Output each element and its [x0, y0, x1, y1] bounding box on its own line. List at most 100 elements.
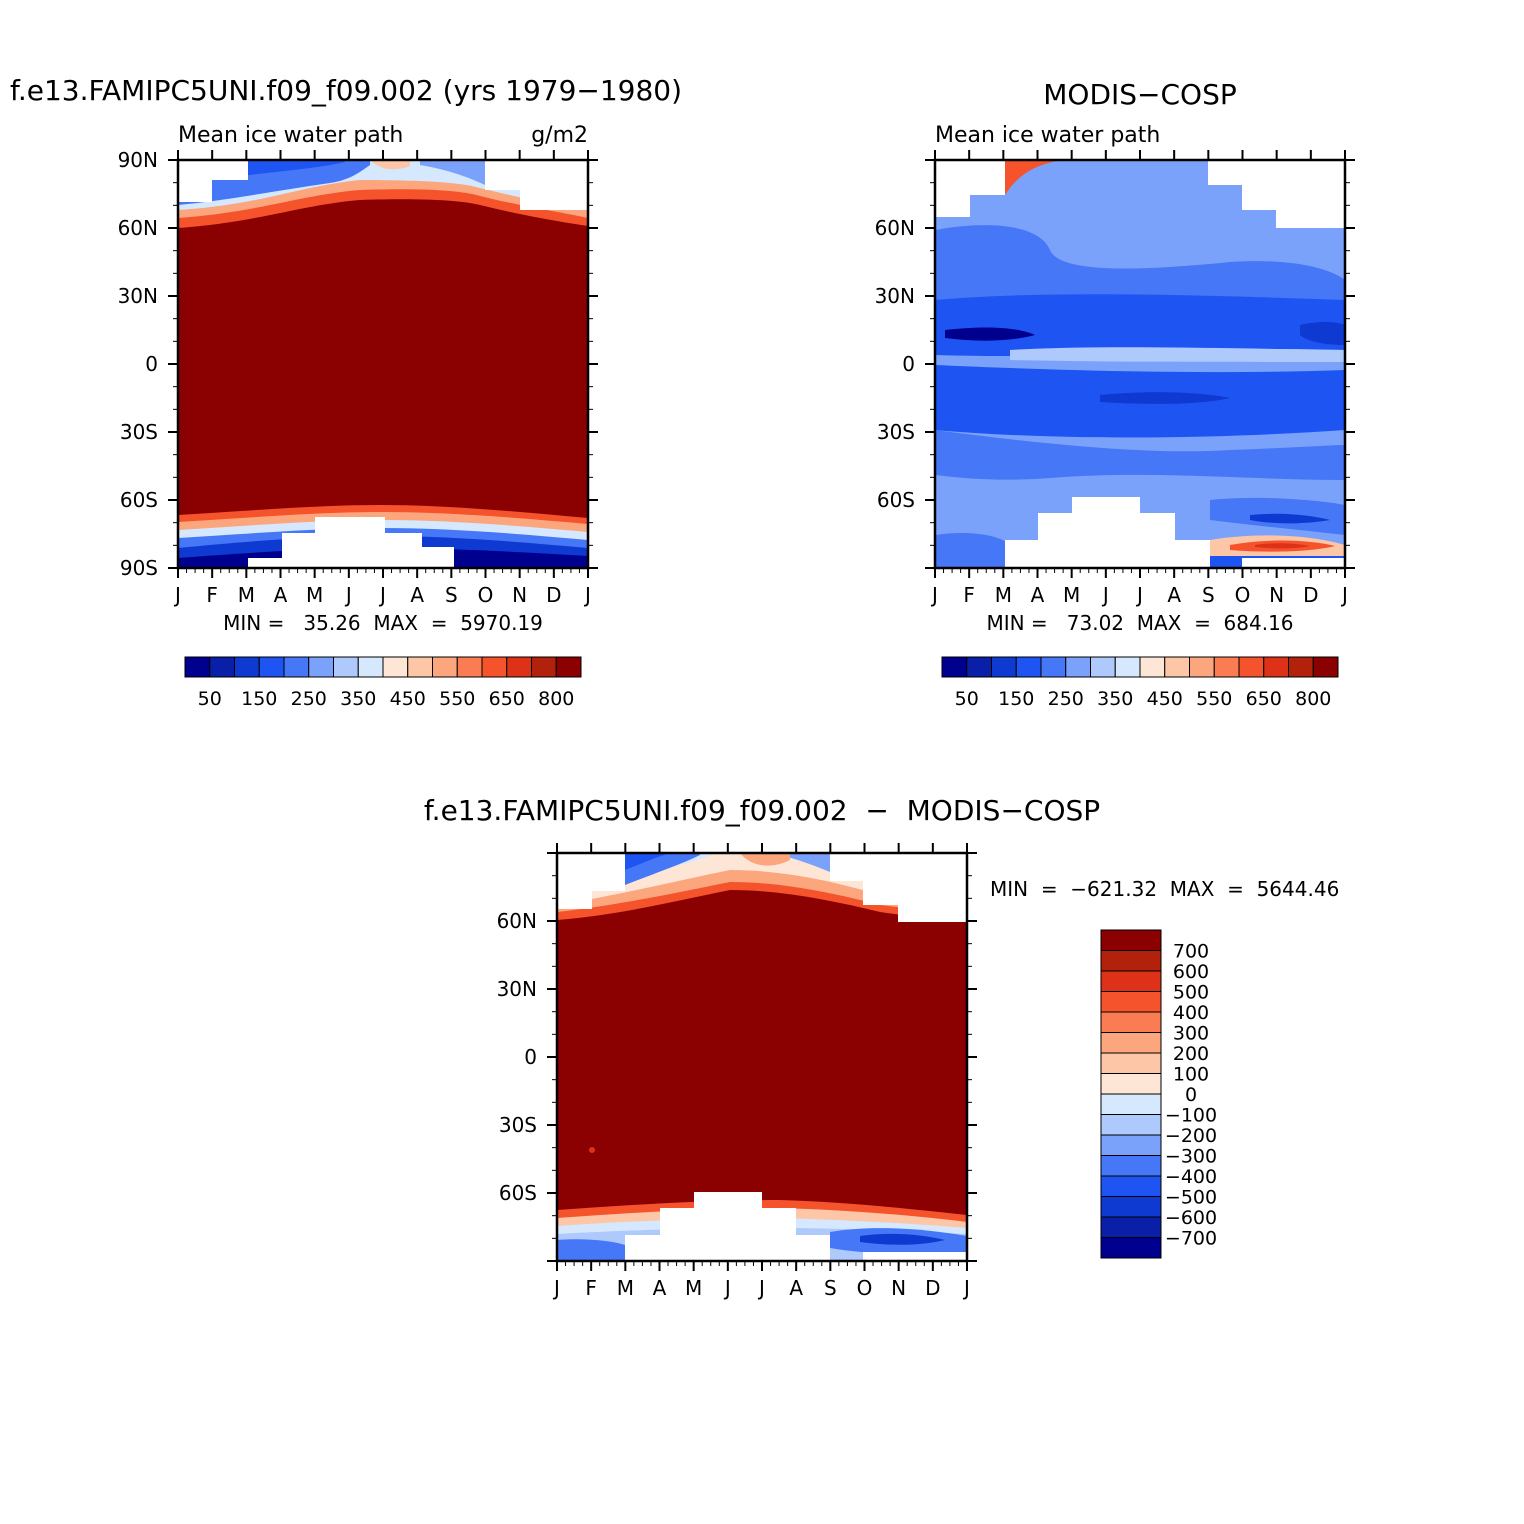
model-colorbar-box	[308, 656, 334, 678]
obs-colorbar: 50 150 250 350 450 550 650 800	[941, 656, 1339, 710]
diff-title: f.e13.FAMIPC5UNI.f09_f09.002 − MODIS−COS…	[424, 794, 1100, 827]
obs-colorbar-box	[1015, 656, 1042, 678]
model-colorbar-box	[531, 656, 557, 678]
diff-y-tick-label: 30S	[499, 1113, 537, 1137]
diff-colorbar-label: 400	[1173, 1002, 1209, 1024]
obs-colorbar-box	[1288, 656, 1314, 678]
obs-colorbar-box	[1213, 656, 1240, 678]
diff-x-tick-label: M	[685, 1276, 702, 1300]
model-x-tick-label: A	[410, 583, 424, 607]
model-colorbar-box	[382, 656, 409, 678]
obs-y-tick-label: 60N	[875, 216, 915, 240]
diff-colorbar-label: 100	[1173, 1064, 1209, 1086]
diff-colorbar-label: −700	[1165, 1228, 1217, 1250]
obs-colorbar-label: 550	[1196, 688, 1232, 710]
diff-y-tick-label: 60S	[499, 1181, 537, 1205]
diff-colorbar-label: −400	[1165, 1166, 1217, 1188]
diff-colorbar-box	[1100, 1073, 1162, 1095]
model-y-tick-label: 60S	[120, 488, 158, 512]
diff-colorbar-label: −600	[1165, 1207, 1217, 1229]
model-x-tick-label: M	[306, 583, 323, 607]
obs-y-tick-label: 30N	[875, 284, 915, 308]
diff-colorbar-box	[1100, 1134, 1162, 1156]
obs-colorbar-box	[1238, 656, 1265, 678]
obs-colorbar-label: 650	[1246, 688, 1282, 710]
obs-x-tick-label: A	[1031, 583, 1045, 607]
model-colorbar-box	[333, 656, 359, 678]
obs-colorbar-box	[1164, 656, 1190, 678]
diff-colorbar-box	[1100, 970, 1162, 992]
obs-colorbar-box	[1040, 656, 1067, 678]
obs-left-label: Mean ice water path	[935, 123, 1160, 148]
model-colorbar-box	[456, 656, 483, 678]
diff-colorbar-box	[1100, 1196, 1162, 1218]
obs-title: MODIS−COSP	[1043, 78, 1237, 111]
model-colorbar-label: 650	[489, 688, 525, 710]
model-y-tick-label: 90N	[118, 148, 158, 172]
model-units-label: g/m2	[531, 123, 588, 148]
obs-x-tick-label: M	[1063, 583, 1080, 607]
model-stats: MIN = 35.26 MAX = 5970.19	[223, 611, 543, 635]
diff-x-tick-label: J	[723, 1276, 731, 1300]
obs-x-tick-label: F	[963, 583, 975, 607]
obs-y-tick-label: 60S	[877, 488, 915, 512]
model-colorbar-label: 450	[390, 688, 426, 710]
diff-colorbar-label: −200	[1165, 1125, 1217, 1147]
obs-colorbar-box	[1065, 656, 1091, 678]
diff-colorbar-box	[1100, 1114, 1162, 1136]
obs-colorbar-box	[1139, 656, 1166, 678]
diff-colorbar-box	[1100, 1216, 1162, 1238]
model-x-tick-label: D	[546, 583, 561, 607]
model-y-tick-label: 30N	[118, 284, 158, 308]
obs-x-tick-label: A	[1167, 583, 1181, 607]
model-x-tick-label: O	[478, 583, 494, 607]
obs-colorbar-label: 150	[998, 688, 1034, 710]
obs-heatmap	[935, 160, 1345, 568]
diff-colorbar-label: 500	[1173, 982, 1209, 1004]
model-colorbar-box	[184, 656, 211, 678]
obs-panel: MODIS−COSP Mean ice water path	[875, 78, 1355, 710]
obs-colorbar-box	[941, 656, 968, 678]
diff-colorbar: 7006005004003002001000−100−200−300−400−5…	[1100, 929, 1217, 1259]
diff-colorbar-box	[1100, 929, 1162, 951]
diff-colorbar-box	[1100, 1175, 1162, 1197]
diff-x-tick-label: J	[962, 1276, 970, 1300]
obs-colorbar-label: 800	[1295, 688, 1331, 710]
diff-colorbar-box	[1100, 1093, 1162, 1115]
obs-colorbar-label: 250	[1048, 688, 1084, 710]
model-x-tick-label: N	[512, 583, 527, 607]
obs-x-tick-label: J	[1135, 583, 1143, 607]
diff-x-tick-label: M	[617, 1276, 634, 1300]
model-y-tick-label: 60N	[118, 216, 158, 240]
diff-colorbar-label: −300	[1165, 1146, 1217, 1168]
obs-colorbar-box	[966, 656, 992, 678]
model-colorbar-box	[209, 656, 235, 678]
model-x-tick-label: F	[206, 583, 218, 607]
model-x-tick-label: S	[445, 583, 458, 607]
obs-x-tick-label: J	[930, 583, 938, 607]
diff-panel: f.e13.FAMIPC5UNI.f09_f09.002 − MODIS−COS…	[424, 794, 1339, 1300]
diff-colorbar-label: 0	[1185, 1084, 1197, 1106]
model-colorbar-label: 150	[241, 688, 277, 710]
obs-colorbar-label: 50	[955, 688, 979, 710]
diff-colorbar-label: 200	[1173, 1043, 1209, 1065]
obs-y-tick-label: 0	[902, 352, 915, 376]
obs-x-tick-label: O	[1235, 583, 1251, 607]
model-colorbar-box	[357, 656, 384, 678]
obs-x-tick-label: D	[1303, 583, 1318, 607]
diff-colorbar-label: −500	[1165, 1187, 1217, 1209]
model-colorbar-label: 250	[291, 688, 327, 710]
obs-x-tick-label: S	[1202, 583, 1215, 607]
obs-x-tick-label: M	[995, 583, 1012, 607]
model-x-tick-label: M	[238, 583, 255, 607]
obs-colorbar-box	[1263, 656, 1289, 678]
diff-heatmap	[557, 853, 967, 1261]
model-colorbar-box	[481, 656, 508, 678]
obs-colorbar-label: 350	[1097, 688, 1133, 710]
model-colorbar-box	[234, 656, 260, 678]
diff-colorbar-label: 300	[1173, 1023, 1209, 1045]
model-y-tick-label: 0	[145, 352, 158, 376]
